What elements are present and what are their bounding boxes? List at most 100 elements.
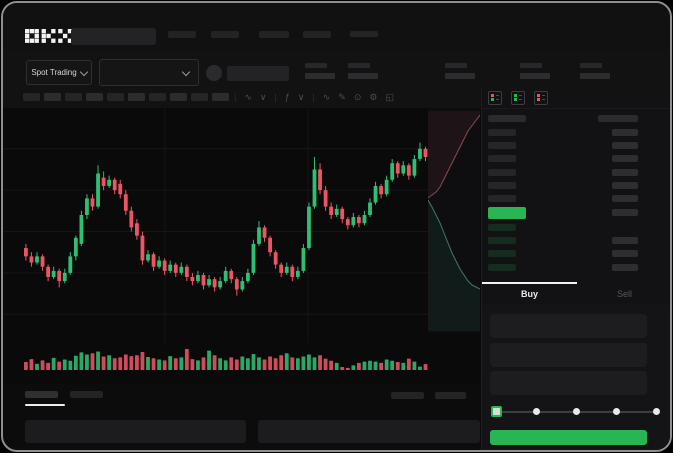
tab-buy-label: Buy <box>520 289 538 299</box>
ask-amount-placeholder[interactable] <box>612 168 638 176</box>
bid-price-placeholder[interactable] <box>488 250 516 258</box>
toggle-glyph <box>537 98 540 101</box>
order-price-input[interactable] <box>490 314 647 338</box>
slider-step[interactable] <box>653 408 660 415</box>
ask-amount-placeholder[interactable] <box>612 129 638 136</box>
toggle-glyph <box>514 94 517 97</box>
bottom-field-left[interactable] <box>25 420 246 443</box>
chevron-down-icon[interactable]: ∨ <box>259 92 267 102</box>
chart-interval-button[interactable] <box>107 93 124 101</box>
chevron-down-icon <box>181 67 191 76</box>
slider-step[interactable] <box>533 408 540 415</box>
chart-interval-button[interactable] <box>44 93 61 101</box>
nav-item-placeholder[interactable] <box>211 31 239 38</box>
bottom-field-right[interactable] <box>258 420 480 443</box>
bid-amount-placeholder[interactable] <box>612 250 638 258</box>
ask-price-placeholder[interactable] <box>488 155 516 163</box>
market-type-selector[interactable]: Spot Trading <box>26 60 92 85</box>
settings-icon[interactable]: ⚙ <box>369 92 378 102</box>
orderbook-view-both-icon[interactable] <box>488 91 502 105</box>
buy-tab-overline <box>482 282 577 284</box>
divider: | <box>312 92 315 102</box>
bid-amount-placeholder[interactable] <box>612 237 638 245</box>
toggle-glyph <box>537 94 540 97</box>
last-price-indicator[interactable] <box>488 207 526 219</box>
slider-step[interactable] <box>613 408 620 415</box>
pair-avatar[interactable] <box>206 65 222 81</box>
market-type-label: Spot Trading <box>31 68 77 77</box>
pair-selector[interactable] <box>99 59 199 86</box>
slider-step[interactable] <box>573 408 580 415</box>
chevron-down-icon[interactable]: ∨ <box>297 92 305 102</box>
orderbook-view-bids-icon[interactable] <box>511 91 525 105</box>
bid-amount-placeholder[interactable] <box>612 263 638 271</box>
bottom-action-placeholder[interactable] <box>435 392 466 399</box>
divider: | <box>234 92 237 102</box>
ask-amount-placeholder[interactable] <box>612 181 638 189</box>
ask-price-placeholder[interactable] <box>488 168 516 176</box>
bottom-action-placeholder[interactable] <box>391 392 424 399</box>
orderbook-toggle-row <box>482 87 670 109</box>
amount-slider[interactable] <box>482 403 670 421</box>
bid-price-placeholder[interactable] <box>488 237 516 245</box>
nav-item-placeholder[interactable] <box>259 31 289 38</box>
fullscreen-icon[interactable]: ◱ <box>385 92 395 102</box>
chart-interval-button[interactable] <box>170 93 187 101</box>
toggle-glyph <box>496 99 499 100</box>
chart-interval-button[interactable] <box>149 93 166 101</box>
candlestick-chart[interactable] <box>3 109 480 343</box>
toggle-glyph <box>519 99 522 100</box>
chart-interval-button[interactable] <box>212 93 229 101</box>
toggle-glyph <box>496 95 499 96</box>
bottom-tab-active-underline <box>25 404 65 406</box>
bid-price-placeholder[interactable] <box>488 263 516 271</box>
chart-tool-icons: | ∿ ∨ | ƒ ∨ | ∿ ✎ ⊙ ⚙ ◱ <box>234 88 394 106</box>
chart-interval-button[interactable] <box>86 93 103 101</box>
ask-amount-placeholder[interactable] <box>612 209 638 216</box>
tab-buy[interactable]: Buy <box>482 285 577 303</box>
ticker-stat-value-placeholder <box>520 73 550 79</box>
bottom-tab[interactable] <box>70 391 103 398</box>
indicators-icon[interactable]: ∿ <box>244 92 252 102</box>
ask-amount-placeholder[interactable] <box>612 195 638 202</box>
bid-price-placeholder[interactable] <box>488 224 516 231</box>
chart-interval-button[interactable] <box>65 93 82 101</box>
right-panel: Buy Sell <box>481 87 670 450</box>
pair-name-placeholder <box>227 66 289 81</box>
nav-item-placeholder[interactable] <box>303 31 331 38</box>
orderbook-view-asks-icon[interactable] <box>534 91 548 105</box>
ask-amount-placeholder[interactable] <box>612 155 638 163</box>
chart-interval-button[interactable] <box>128 93 145 101</box>
ask-price-placeholder[interactable] <box>488 195 516 202</box>
ask-price-placeholder[interactable] <box>488 142 516 150</box>
ticker-stat-value-placeholder <box>348 73 378 79</box>
order-total-input[interactable] <box>490 371 647 395</box>
nav-item-placeholder[interactable] <box>168 31 196 38</box>
order-amount-input[interactable] <box>490 343 647 367</box>
functions-icon[interactable]: ƒ <box>284 92 290 102</box>
ask-amount-placeholder[interactable] <box>612 142 638 150</box>
slider-step-selected[interactable] <box>491 406 502 417</box>
line-tool-icon[interactable]: ∿ <box>322 92 331 102</box>
chart-interval-button[interactable] <box>191 93 208 101</box>
okx-logo-icon[interactable] <box>25 29 72 43</box>
buy-submit-button[interactable] <box>490 430 647 445</box>
chart-region <box>3 108 481 383</box>
tab-sell-label: Sell <box>616 289 632 299</box>
header-search-input[interactable] <box>71 28 156 45</box>
ask-price-placeholder[interactable] <box>488 129 516 136</box>
toggle-glyph <box>542 95 545 96</box>
bottom-tab-active[interactable] <box>25 391 58 398</box>
draw-tool-icon[interactable]: ✎ <box>338 92 346 102</box>
chart-interval-button[interactable] <box>23 93 40 101</box>
ticker-stat-label-placeholder <box>580 63 602 68</box>
camera-icon[interactable]: ⊙ <box>353 92 362 102</box>
orderbook-header-right-placeholder <box>598 115 638 122</box>
ticker-stat-label-placeholder <box>520 63 542 68</box>
ask-price-placeholder[interactable] <box>488 181 516 189</box>
volume-chart <box>24 349 428 370</box>
tab-sell[interactable]: Sell <box>577 285 670 303</box>
ticker-stat-label-placeholder <box>348 63 370 68</box>
header-right-placeholder[interactable] <box>350 31 378 37</box>
